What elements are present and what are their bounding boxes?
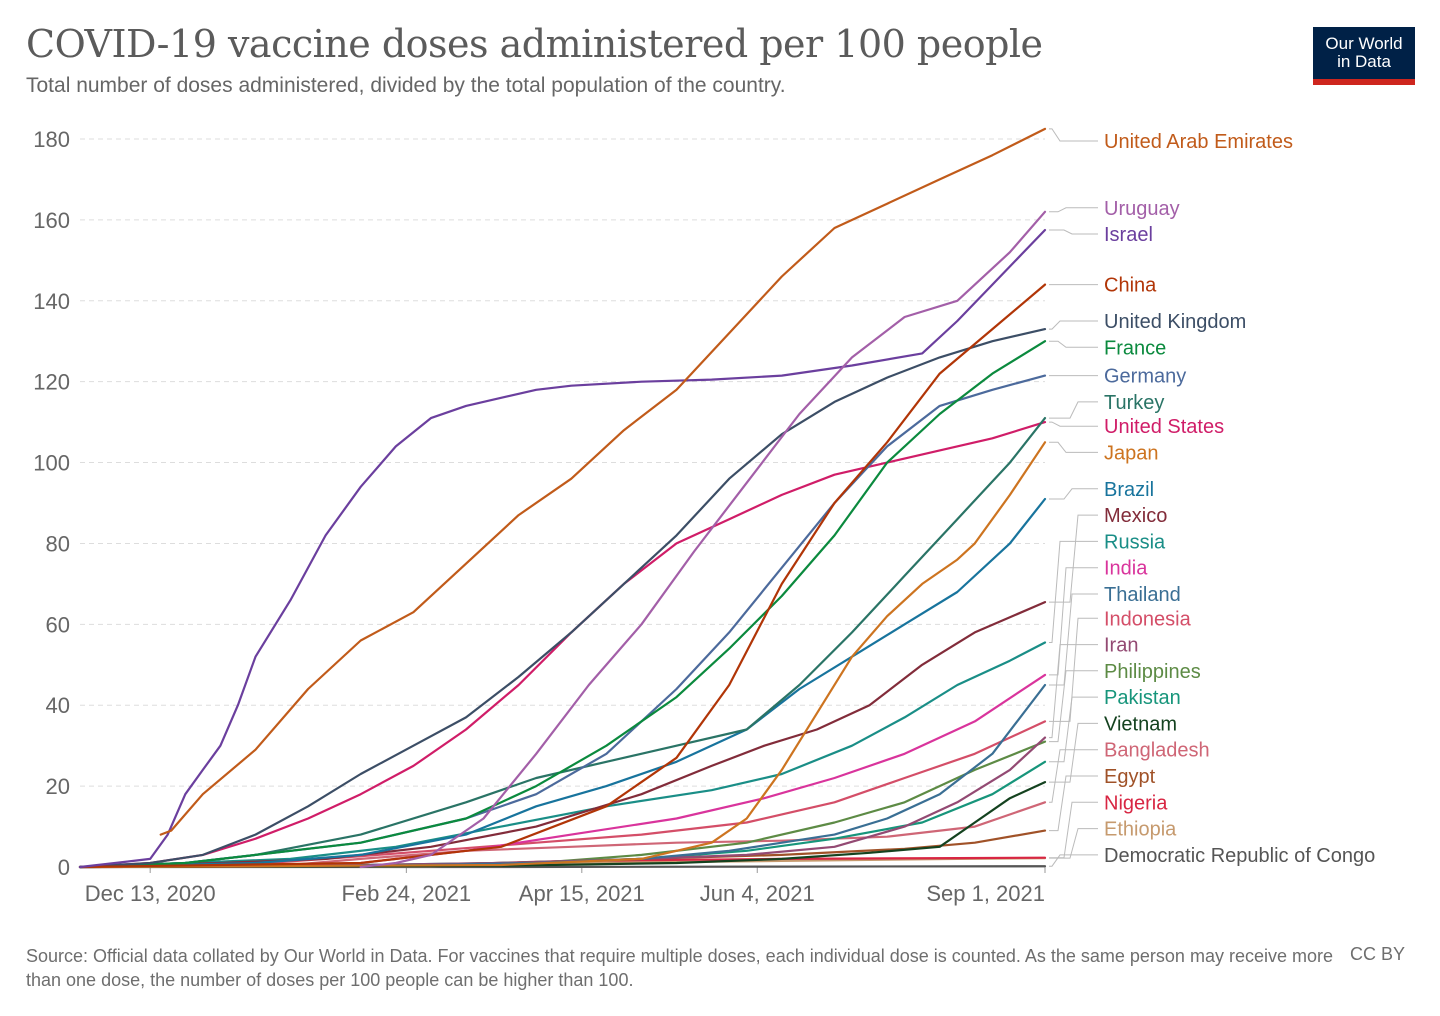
series-line-bangladesh (78, 801, 1047, 869)
series-label-ethiopia: Ethiopia (1104, 819, 1177, 841)
series-label-brazil: Brazil (1104, 479, 1154, 501)
label-connector-uruguay (1049, 207, 1098, 213)
series-label-germany: Germany (1104, 366, 1186, 388)
y-tick-label-120: 120 (33, 370, 70, 395)
label-connector-iran (1049, 644, 1098, 739)
chart-title: COVID-19 vaccine doses administered per … (26, 22, 1043, 66)
label-connector-ethiopia (1049, 828, 1098, 859)
y-tick-label-160: 160 (33, 208, 70, 233)
source-note: Source: Official data collated by Our Wo… (26, 946, 1333, 990)
series-label-indonesia: Indonesia (1104, 608, 1192, 630)
logo-line-2: in Data (1337, 52, 1391, 71)
series-label-turkey: Turkey (1104, 392, 1164, 414)
label-connector-egypt (1049, 775, 1098, 832)
series-label-united-states: United States (1104, 416, 1224, 438)
x-tick-label-3: Jun 4, 2021 (700, 881, 815, 906)
series-line-france (78, 340, 1047, 869)
label-connector-mexico (1049, 514, 1098, 603)
series-line-vietnam (78, 781, 1047, 869)
label-connector-democratic-republic-of-congo (1049, 854, 1098, 867)
series-line-brazil (78, 497, 1047, 869)
series-line-japan (78, 441, 1047, 869)
series-labels: United Arab Emirates Uruguay Israel China Un… (1049, 128, 1375, 867)
series-label-china: China (1104, 275, 1157, 297)
line-chart: 0 20 40 60 80 100 120 140 160 180 Dec 13, 2020 Feb … (33, 127, 1375, 906)
x-tick-label-4: Sep 1, 2021 (926, 881, 1045, 906)
series-label-philippines: Philippines (1104, 661, 1201, 683)
series-lines (78, 127, 1047, 869)
series-label-united-arab-emirates: United Arab Emirates (1104, 131, 1293, 153)
label-connector-united-kingdom (1049, 320, 1098, 330)
y-tick-label-40: 40 (46, 693, 70, 718)
series-line-russia (78, 641, 1047, 869)
owid-logo[interactable]: Our World in Data (1313, 27, 1415, 85)
series-line-uruguay (359, 210, 1047, 869)
label-connector-united-arab-emirates (1049, 128, 1098, 142)
series-label-russia: Russia (1104, 531, 1166, 553)
label-connector-nigeria (1049, 801, 1098, 859)
label-connector-russia (1049, 540, 1098, 643)
y-tick-label-80: 80 (46, 531, 70, 556)
series-label-mexico: Mexico (1104, 505, 1167, 527)
label-connector-israel (1049, 229, 1098, 235)
x-tick-label-2: Apr 15, 2021 (519, 881, 645, 906)
series-line-mexico (78, 601, 1047, 869)
label-connector-bangladesh (1049, 749, 1098, 803)
series-line-united-arab-emirates (159, 127, 1047, 836)
y-tick-label-100: 100 (33, 451, 70, 476)
series-label-uruguay: Uruguay (1104, 198, 1180, 220)
y-tick-label-140: 140 (33, 289, 70, 314)
series-label-vietnam: Vietnam (1104, 713, 1177, 735)
series-line-china (78, 283, 1047, 869)
y-tick-label-60: 60 (46, 612, 70, 637)
label-connector-turkey (1049, 401, 1098, 419)
series-line-thailand (78, 683, 1047, 869)
x-tick-label-0: Dec 13, 2020 (85, 881, 216, 906)
series-label-united-kingdom: United Kingdom (1104, 311, 1246, 333)
y-tick-label-0: 0 (58, 855, 70, 880)
label-connector-vietnam (1049, 722, 1098, 783)
series-line-turkey (78, 417, 1047, 869)
series-label-france: France (1104, 337, 1166, 359)
x-tick-label-1: Feb 24, 2021 (342, 881, 472, 906)
series-label-thailand: Thailand (1104, 584, 1181, 606)
series-label-egypt: Egypt (1104, 766, 1156, 788)
series-line-indonesia (78, 720, 1047, 869)
series-label-iran: Iran (1104, 635, 1138, 657)
series-label-japan: Japan (1104, 442, 1159, 464)
series-label-nigeria: Nigeria (1104, 792, 1168, 814)
license-label[interactable]: CC BY (1350, 944, 1406, 964)
series-label-israel: Israel (1104, 224, 1153, 246)
y-tick-label-20: 20 (46, 774, 70, 799)
series-label-bangladesh: Bangladesh (1104, 740, 1210, 762)
label-connector-indonesia (1049, 617, 1098, 722)
label-connector-japan (1049, 441, 1098, 453)
series-line-united-states (78, 421, 1047, 869)
label-connector-france (1049, 340, 1098, 348)
y-tick-label-180: 180 (33, 127, 70, 152)
series-line-israel (78, 228, 1047, 869)
label-connector-pakistan (1049, 696, 1098, 763)
series-label-pakistan: Pakistan (1104, 687, 1181, 709)
label-connector-brazil (1049, 488, 1098, 500)
series-label-democratic-republic-of-congo: Democratic Republic of Congo (1104, 845, 1375, 867)
label-connector-india (1049, 567, 1098, 676)
chart-subtitle: Total number of doses administered, divi… (26, 74, 786, 97)
series-label-india: India (1104, 558, 1148, 580)
label-connector-united-states (1049, 421, 1098, 427)
series-line-united-kingdom (78, 328, 1047, 869)
logo-line-1: Our World (1325, 34, 1403, 53)
label-connector-philippines (1049, 670, 1098, 743)
